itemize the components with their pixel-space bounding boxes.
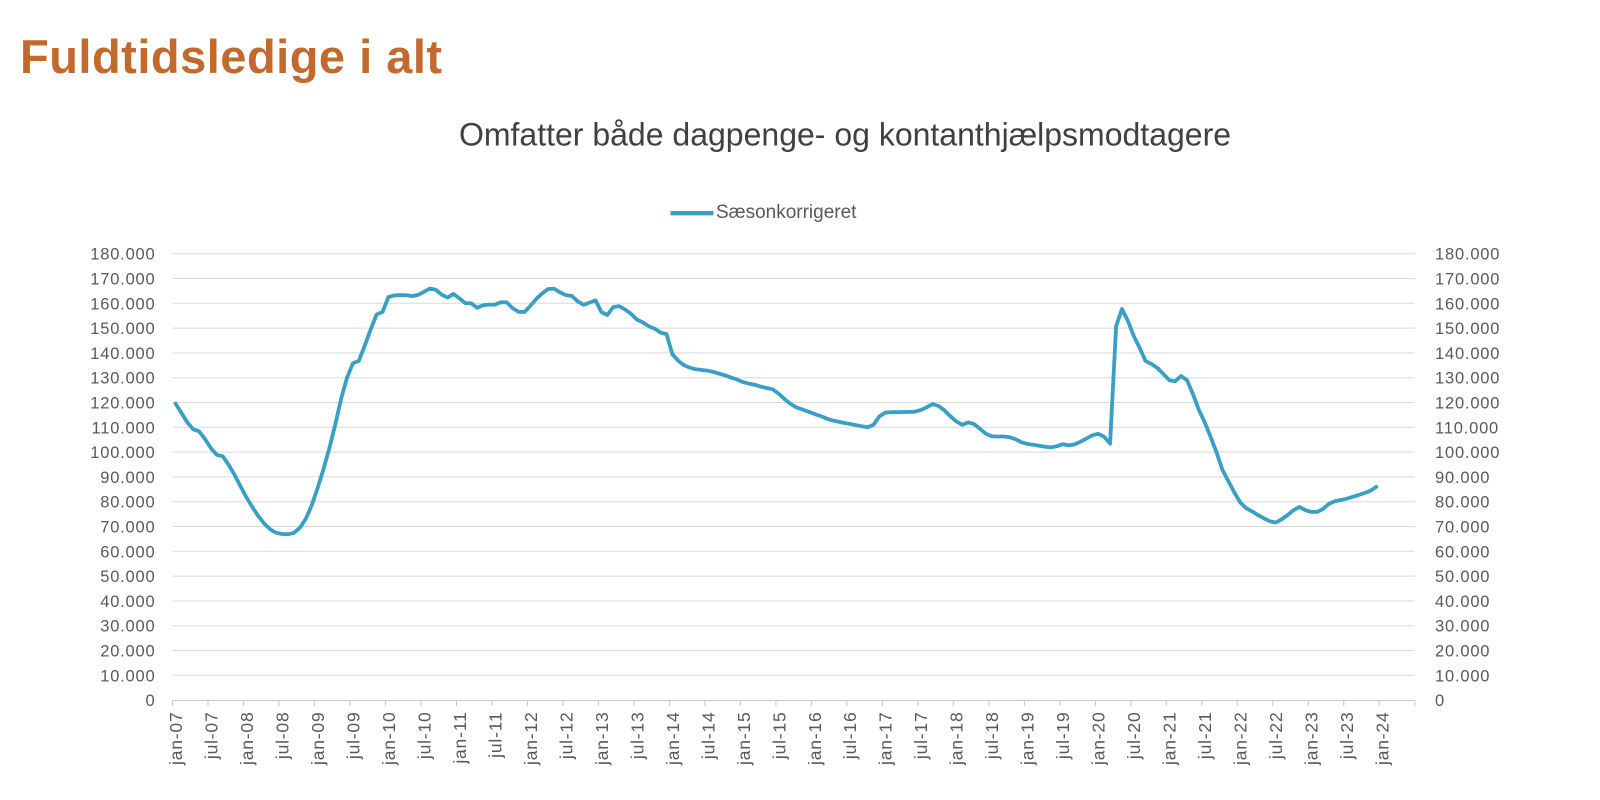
svg-text:jan-15: jan-15	[734, 712, 754, 766]
svg-text:jan-19: jan-19	[1018, 712, 1038, 766]
svg-text:180.000: 180.000	[1435, 246, 1500, 264]
svg-text:90.000: 90.000	[1435, 469, 1490, 487]
svg-text:jan-16: jan-16	[805, 712, 825, 766]
svg-text:100.000: 100.000	[1435, 444, 1500, 462]
svg-text:60.000: 60.000	[100, 543, 155, 561]
svg-text:jul-08: jul-08	[272, 712, 292, 761]
svg-text:20.000: 20.000	[1435, 643, 1490, 661]
svg-text:jul-20: jul-20	[1124, 712, 1144, 761]
svg-text:80.000: 80.000	[1435, 494, 1490, 512]
svg-text:jan-21: jan-21	[1160, 712, 1180, 766]
svg-text:jan-18: jan-18	[947, 712, 967, 766]
svg-text:60.000: 60.000	[1435, 543, 1490, 561]
svg-text:jul-14: jul-14	[698, 712, 718, 761]
svg-text:50.000: 50.000	[100, 568, 155, 586]
svg-text:90.000: 90.000	[100, 469, 155, 487]
svg-text:jan-24: jan-24	[1373, 712, 1393, 766]
svg-text:70.000: 70.000	[1435, 519, 1490, 537]
svg-text:40.000: 40.000	[100, 593, 155, 611]
svg-text:jul-09: jul-09	[343, 712, 363, 761]
svg-text:jan-12: jan-12	[521, 712, 541, 766]
svg-text:130.000: 130.000	[1435, 370, 1500, 388]
svg-text:Fuldtidsledige i alt: Fuldtidsledige i alt	[20, 30, 443, 83]
svg-text:30.000: 30.000	[1435, 618, 1490, 636]
svg-text:jul-22: jul-22	[1266, 712, 1286, 761]
svg-text:120.000: 120.000	[1435, 395, 1500, 413]
svg-text:50.000: 50.000	[1435, 568, 1490, 586]
svg-text:40.000: 40.000	[1435, 593, 1490, 611]
svg-text:160.000: 160.000	[1435, 295, 1500, 313]
svg-text:130.000: 130.000	[90, 370, 155, 388]
svg-text:110.000: 110.000	[1435, 419, 1499, 437]
svg-text:0: 0	[1435, 692, 1445, 710]
svg-text:Omfatter både dagpenge- og kon: Omfatter både dagpenge- og kontanthjælps…	[459, 117, 1231, 153]
svg-text:70.000: 70.000	[100, 519, 155, 537]
svg-text:10.000: 10.000	[1435, 667, 1490, 685]
svg-text:150.000: 150.000	[1435, 320, 1500, 338]
svg-text:jan-22: jan-22	[1231, 712, 1251, 766]
svg-text:80.000: 80.000	[100, 494, 155, 512]
svg-text:jul-18: jul-18	[982, 711, 1002, 760]
svg-text:jul-15: jul-15	[769, 712, 789, 761]
svg-text:10.000: 10.000	[100, 667, 155, 685]
svg-text:jul-11: jul-11	[485, 712, 505, 759]
svg-text:jan-09: jan-09	[308, 712, 328, 766]
svg-text:jul-21: jul-21	[1195, 712, 1215, 761]
svg-text:jul-12: jul-12	[556, 712, 576, 761]
svg-text:jan-10: jan-10	[379, 712, 399, 766]
svg-text:170.000: 170.000	[1435, 271, 1500, 289]
svg-text:jan-20: jan-20	[1089, 712, 1109, 766]
svg-text:20.000: 20.000	[100, 643, 155, 661]
svg-text:jul-10: jul-10	[414, 712, 434, 761]
svg-text:30.000: 30.000	[100, 618, 155, 636]
svg-text:150.000: 150.000	[90, 320, 155, 338]
svg-text:jul-17: jul-17	[911, 712, 931, 761]
svg-text:jan-08: jan-08	[237, 712, 257, 766]
svg-text:jan-11: jan-11	[450, 712, 470, 765]
svg-text:120.000: 120.000	[90, 395, 155, 413]
svg-text:jul-07: jul-07	[201, 712, 221, 761]
svg-text:110.000: 110.000	[91, 419, 155, 437]
svg-text:Sæsonkorrigeret: Sæsonkorrigeret	[716, 202, 857, 223]
svg-text:jan-23: jan-23	[1302, 712, 1322, 766]
svg-text:170.000: 170.000	[90, 271, 155, 289]
svg-text:0: 0	[146, 692, 156, 710]
svg-text:jul-13: jul-13	[627, 712, 647, 761]
svg-text:140.000: 140.000	[90, 345, 155, 363]
svg-text:140.000: 140.000	[1435, 345, 1500, 363]
svg-text:jan-07: jan-07	[166, 712, 186, 766]
svg-text:jan-14: jan-14	[663, 712, 683, 766]
svg-text:100.000: 100.000	[90, 444, 155, 462]
svg-text:jul-23: jul-23	[1337, 712, 1357, 761]
svg-text:jul-19: jul-19	[1053, 712, 1073, 761]
svg-text:jul-16: jul-16	[840, 712, 860, 761]
svg-text:jan-13: jan-13	[592, 712, 612, 766]
svg-text:jan-17: jan-17	[876, 712, 896, 766]
svg-text:180.000: 180.000	[90, 246, 155, 264]
svg-text:160.000: 160.000	[90, 295, 155, 313]
